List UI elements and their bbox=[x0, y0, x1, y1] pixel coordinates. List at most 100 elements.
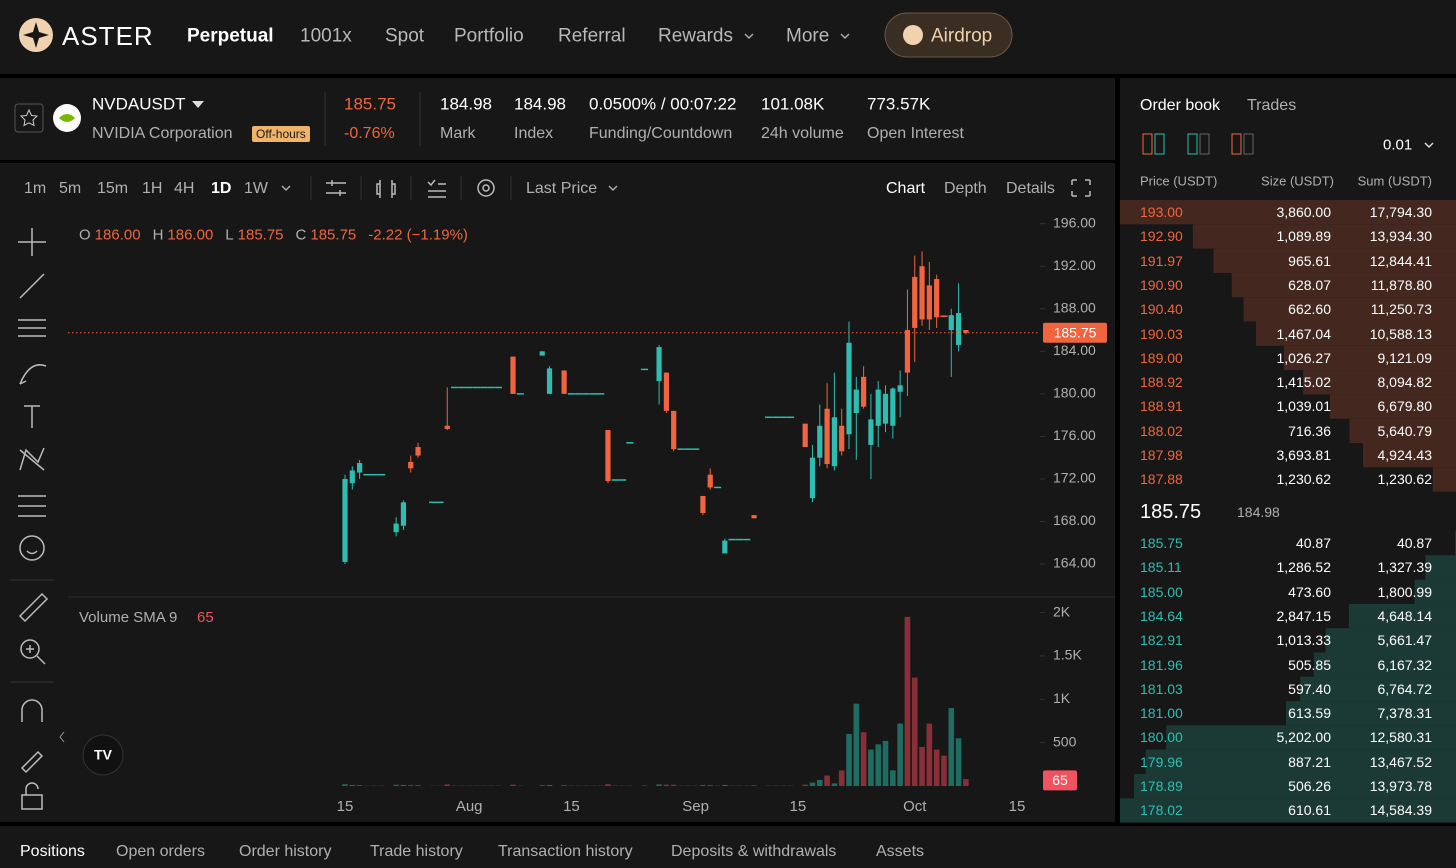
symbol-dropdown[interactable] bbox=[192, 101, 204, 108]
order-price: 188.92 bbox=[1140, 374, 1183, 391]
candle-body bbox=[597, 393, 605, 395]
candle-body bbox=[663, 372, 669, 411]
candle-body bbox=[472, 386, 481, 389]
order-price: 190.03 bbox=[1140, 325, 1183, 342]
order-size: 5,202.00 bbox=[1276, 729, 1332, 746]
order-sum: 4,924.43 bbox=[1377, 447, 1433, 463]
interval-button[interactable]: 1m bbox=[24, 180, 47, 197]
bottom-tab[interactable]: Assets bbox=[876, 843, 925, 860]
order-sum: 6,679.80 bbox=[1377, 398, 1433, 415]
candle-body bbox=[751, 515, 757, 519]
order-size: 597.40 bbox=[1288, 680, 1331, 697]
stat-value: 184.98 bbox=[440, 94, 492, 114]
bottom-tab[interactable]: Deposits & withdrawals bbox=[671, 843, 837, 860]
nav-item[interactable]: Portfolio bbox=[454, 25, 524, 47]
volume-bar bbox=[890, 770, 896, 786]
volume-bar bbox=[911, 677, 918, 786]
volume-sma-tag bbox=[1043, 770, 1077, 791]
interval-button[interactable]: 1W bbox=[244, 180, 268, 197]
stat-label: Mark bbox=[440, 125, 476, 142]
order-price: 178.02 bbox=[1140, 802, 1183, 819]
candle-body bbox=[611, 479, 619, 481]
bottom-tab[interactable]: Order history bbox=[239, 843, 332, 860]
candle-body bbox=[444, 425, 450, 429]
view-tab[interactable]: Details bbox=[1006, 180, 1055, 197]
mid-price: 185.75 bbox=[1140, 501, 1202, 523]
y-tick-label: 164.00 bbox=[1053, 555, 1096, 571]
candle-body bbox=[429, 501, 437, 504]
legend-change: -2.22 (−1.19%) bbox=[368, 226, 468, 244]
price-source[interactable]: Last Price bbox=[526, 180, 598, 197]
order-price: 181.00 bbox=[1140, 705, 1183, 722]
trades-tab[interactable]: Trades bbox=[1247, 97, 1297, 114]
airdrop-button-bg[interactable] bbox=[884, 12, 1013, 58]
nav-item[interactable]: Rewards bbox=[658, 25, 733, 47]
order-price: 179.96 bbox=[1140, 753, 1183, 770]
last-price-tag bbox=[1043, 322, 1107, 343]
volume-bar bbox=[875, 744, 882, 786]
volume-bar bbox=[868, 749, 874, 786]
price-chart: 196.00 192.00 188.00 184.00 180.00 176.00 172.… bbox=[68, 214, 1115, 815]
depth-bar bbox=[1283, 345, 1456, 371]
volume-bar bbox=[561, 785, 567, 786]
order-size: 2,847.15 bbox=[1276, 607, 1332, 624]
order-price: 185.75 bbox=[1140, 535, 1183, 551]
candle-body bbox=[853, 389, 859, 414]
order-size: 473.60 bbox=[1288, 583, 1331, 600]
interval-button[interactable]: 15m bbox=[97, 180, 129, 197]
nav-item[interactable]: Referral bbox=[558, 25, 626, 47]
bottom-tab[interactable]: Open orders bbox=[116, 843, 205, 860]
depth-bar bbox=[1145, 749, 1456, 774]
bottom-tab[interactable]: Positions bbox=[20, 843, 85, 860]
order-sum: 1,327.39 bbox=[1377, 559, 1433, 576]
legend-key: H bbox=[152, 226, 164, 244]
candle-body bbox=[342, 478, 348, 562]
tradingview-mark: TV bbox=[94, 747, 113, 763]
nav-item[interactable]: Perpetual bbox=[187, 25, 274, 47]
interval-button[interactable]: 5m bbox=[59, 180, 82, 197]
volume-bar bbox=[816, 779, 823, 786]
interval-button[interactable]: 4H bbox=[174, 180, 195, 197]
nav-item[interactable]: More bbox=[786, 25, 830, 47]
volume-bar bbox=[824, 775, 830, 786]
volume-bar bbox=[955, 738, 962, 786]
view-tab[interactable]: Chart bbox=[886, 180, 926, 197]
order-size: 1,026.27 bbox=[1276, 349, 1332, 366]
interval-button[interactable]: 1D bbox=[211, 180, 232, 197]
symbol[interactable]: NVDAUSDT bbox=[92, 94, 186, 114]
stat-value: 184.98 bbox=[514, 94, 566, 114]
favorite-box[interactable] bbox=[14, 103, 44, 133]
y-tick-label: 176.00 bbox=[1053, 427, 1096, 443]
candle-body bbox=[363, 473, 371, 476]
candle-body bbox=[809, 457, 816, 499]
volume-bar bbox=[882, 740, 889, 786]
volume-bar bbox=[751, 785, 757, 786]
collapse-toggle[interactable] bbox=[59, 731, 65, 743]
bottom-tab[interactable]: Transaction history bbox=[498, 843, 633, 860]
y-tick-label: 192.00 bbox=[1053, 257, 1096, 273]
order-price: 188.02 bbox=[1140, 422, 1183, 439]
candle-body bbox=[458, 386, 466, 389]
order-sum: 6,167.32 bbox=[1377, 656, 1433, 673]
nav-item[interactable]: Spot bbox=[385, 25, 425, 47]
nav-item[interactable]: 1001x bbox=[300, 25, 352, 47]
order-sum: 17,794.30 bbox=[1369, 204, 1432, 220]
price-step[interactable]: 0.01 bbox=[1383, 136, 1413, 154]
airdrop-button[interactable]: Airdrop bbox=[931, 25, 993, 47]
candle-body bbox=[450, 386, 459, 389]
chevron bbox=[608, 185, 618, 192]
order-size: 628.07 bbox=[1288, 276, 1331, 293]
depth-bar bbox=[1432, 467, 1456, 492]
drawing-tools[interactable] bbox=[18, 228, 49, 810]
order-price: 185.11 bbox=[1140, 559, 1182, 576]
order-book-tab[interactable]: Order book bbox=[1140, 97, 1221, 114]
volume-bar bbox=[933, 749, 940, 786]
order-book-layout-icons[interactable] bbox=[1142, 133, 1254, 155]
bottom-tab[interactable]: Trade history bbox=[370, 843, 463, 860]
chevron bbox=[744, 33, 754, 40]
candle-body bbox=[728, 538, 736, 541]
interval-button[interactable]: 1H bbox=[142, 180, 163, 197]
legend-value: 185.75 bbox=[310, 226, 357, 244]
candle-body bbox=[904, 330, 911, 373]
view-tab[interactable]: Depth bbox=[944, 180, 987, 197]
